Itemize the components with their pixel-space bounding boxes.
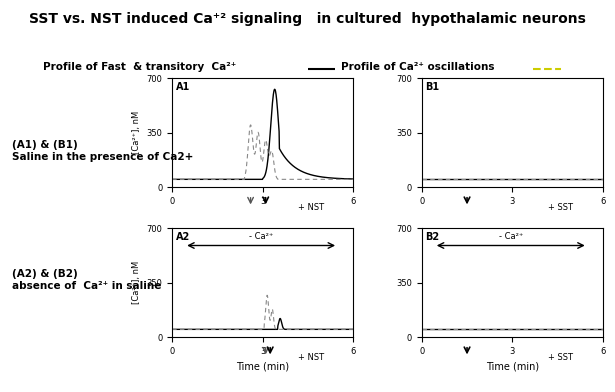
Text: - Ca²⁺: - Ca²⁺ <box>499 232 523 241</box>
Text: (A1) & (B1)
Saline in the presence of Ca2+: (A1) & (B1) Saline in the presence of Ca… <box>12 140 194 162</box>
Text: SST vs. NST induced Ca⁺² signaling   in cultured  hypothalamic neurons: SST vs. NST induced Ca⁺² signaling in cu… <box>29 12 586 26</box>
Y-axis label: [Ca²⁺], nM: [Ca²⁺], nM <box>132 111 141 154</box>
X-axis label: Time (min): Time (min) <box>486 361 539 371</box>
Text: + SST: + SST <box>548 354 573 363</box>
Text: B2: B2 <box>426 232 440 242</box>
Text: + NST: + NST <box>298 203 324 212</box>
Text: A2: A2 <box>176 232 190 242</box>
Text: B1: B1 <box>426 82 440 92</box>
Y-axis label: [Ca²⁺], nM: [Ca²⁺], nM <box>132 261 141 305</box>
Text: A1: A1 <box>176 82 190 92</box>
Text: Profile of Fast  & transitory  Ca²⁺: Profile of Fast & transitory Ca²⁺ <box>43 62 236 72</box>
Text: - Ca²⁺: - Ca²⁺ <box>249 232 273 241</box>
Text: + NST: + NST <box>298 354 324 363</box>
X-axis label: Time (min): Time (min) <box>236 361 289 371</box>
Text: Profile of Ca²⁺ oscillations: Profile of Ca²⁺ oscillations <box>341 62 495 72</box>
Text: + SST: + SST <box>548 203 573 212</box>
Text: (A2) & (B2)
absence of  Ca²⁺ in saline: (A2) & (B2) absence of Ca²⁺ in saline <box>12 269 162 291</box>
